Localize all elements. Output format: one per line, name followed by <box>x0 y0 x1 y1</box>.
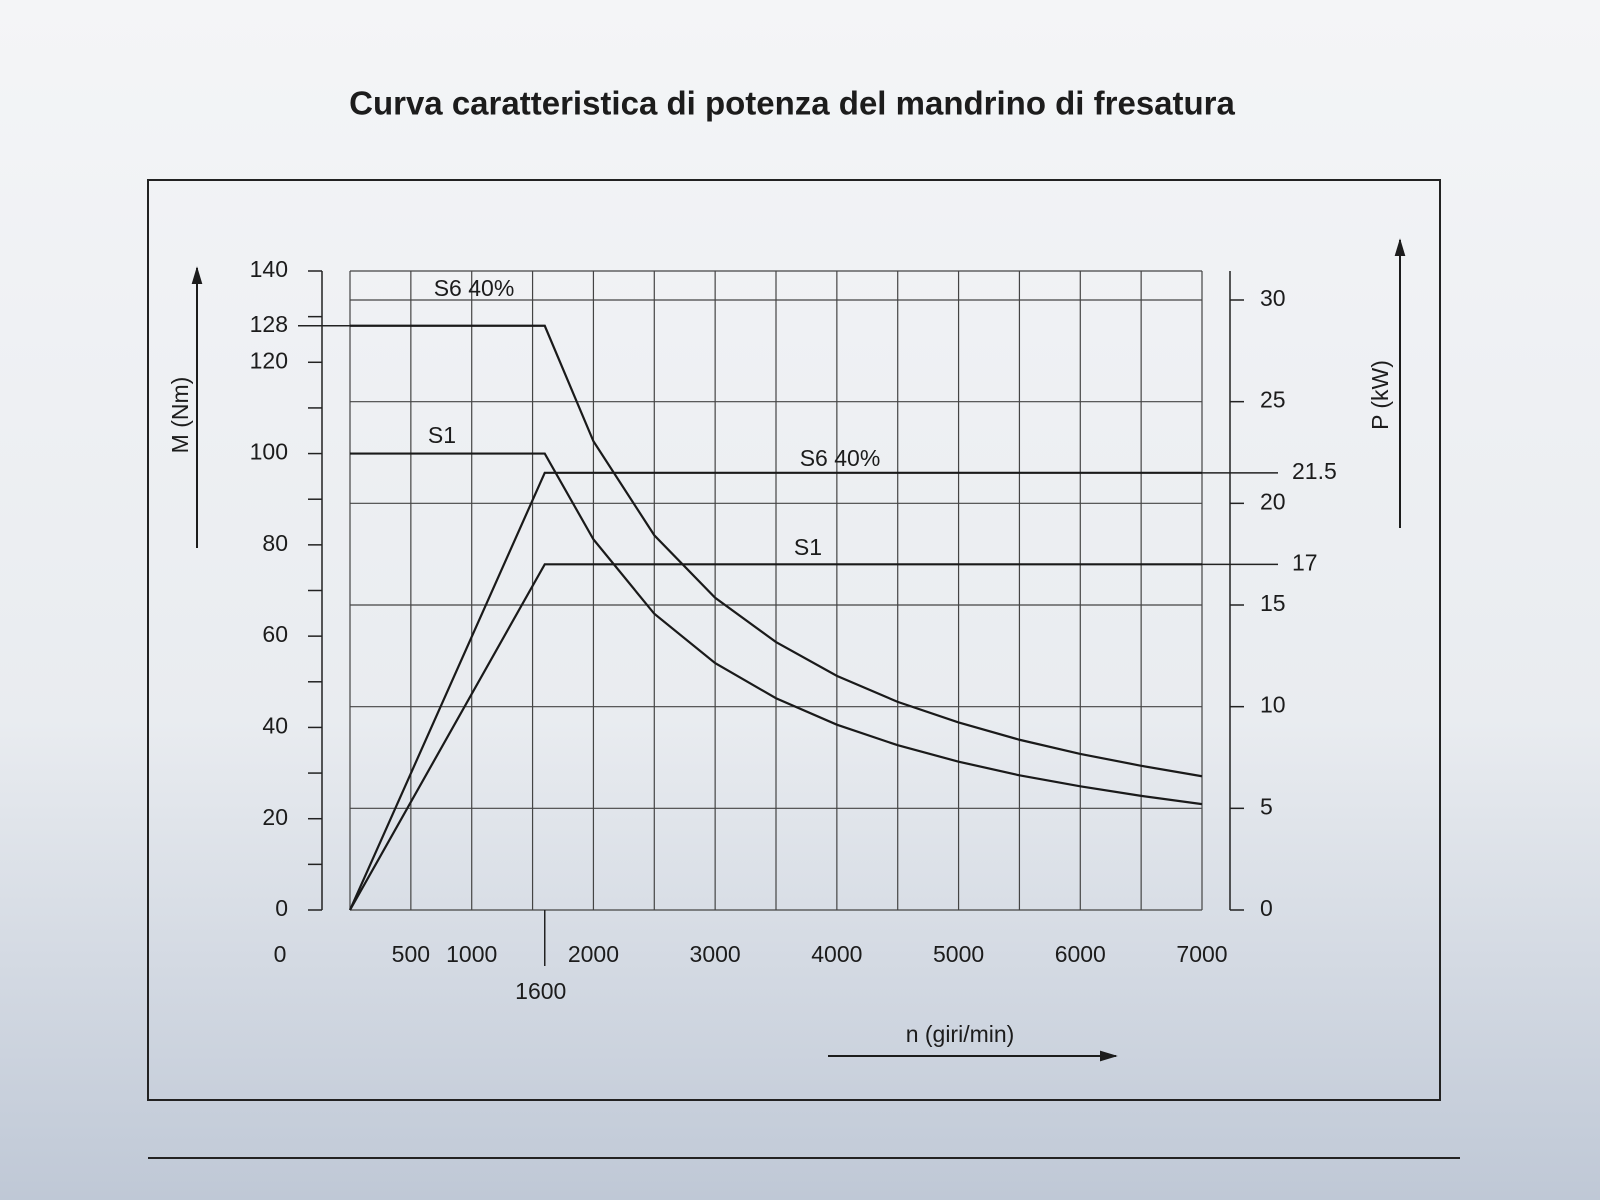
x-tick-label: 6000 <box>1055 941 1106 967</box>
x-tick-label: 4000 <box>811 941 862 967</box>
y-axis-label: M (Nm) <box>167 377 193 454</box>
x-tick-label: 5000 <box>933 941 984 967</box>
y-tick-label: 20 <box>262 804 288 830</box>
y2-tick-label: 21.5 <box>1292 458 1337 484</box>
curve <box>349 563 1202 911</box>
frame <box>147 179 1441 1101</box>
y-tick-label: 40 <box>262 713 288 739</box>
y-tick-label: 128 <box>250 311 288 337</box>
curve-label: S6 40% <box>800 445 881 471</box>
y2-tick-label: 25 <box>1260 387 1286 413</box>
y-tick-label: 120 <box>250 347 288 373</box>
y2-tick-label: 20 <box>1260 488 1286 514</box>
curve <box>350 452 1203 806</box>
curve <box>350 324 1203 778</box>
x-tick-label: 1600 <box>515 978 566 1004</box>
chart-title: Curva caratteristica di potenza del mand… <box>349 85 1235 122</box>
curve-label: S6 40% <box>434 275 515 301</box>
y2-tick-label: 30 <box>1260 285 1286 311</box>
x-axis-label: n (giri/min) <box>906 1021 1015 1047</box>
y-tick-label: 0 <box>275 895 288 921</box>
y-tick-label: 80 <box>262 530 288 556</box>
y-tick-label: 60 <box>262 621 288 647</box>
x-tick-label: 500 <box>392 941 430 967</box>
x-tick-label: 1000 <box>446 941 497 967</box>
x-tick-label: 0 <box>274 941 287 967</box>
x-tick-label: 7000 <box>1176 941 1227 967</box>
y2-axis-label: P (kW) <box>1367 360 1393 430</box>
y-tick-label: 140 <box>250 256 288 282</box>
curve-label: S1 <box>428 422 456 448</box>
y-tick-label: 100 <box>250 439 288 465</box>
y2-tick-label: 15 <box>1260 590 1286 616</box>
y2-tick-label: 5 <box>1260 793 1273 819</box>
y2-tick-label: 10 <box>1260 692 1286 718</box>
x-tick-label: 2000 <box>568 941 619 967</box>
curve <box>348 471 1202 911</box>
y2-tick-label: 17 <box>1292 549 1318 575</box>
x-tick-label: 3000 <box>690 941 741 967</box>
y2-tick-label: 0 <box>1260 895 1273 921</box>
curve-label: S1 <box>794 534 822 560</box>
